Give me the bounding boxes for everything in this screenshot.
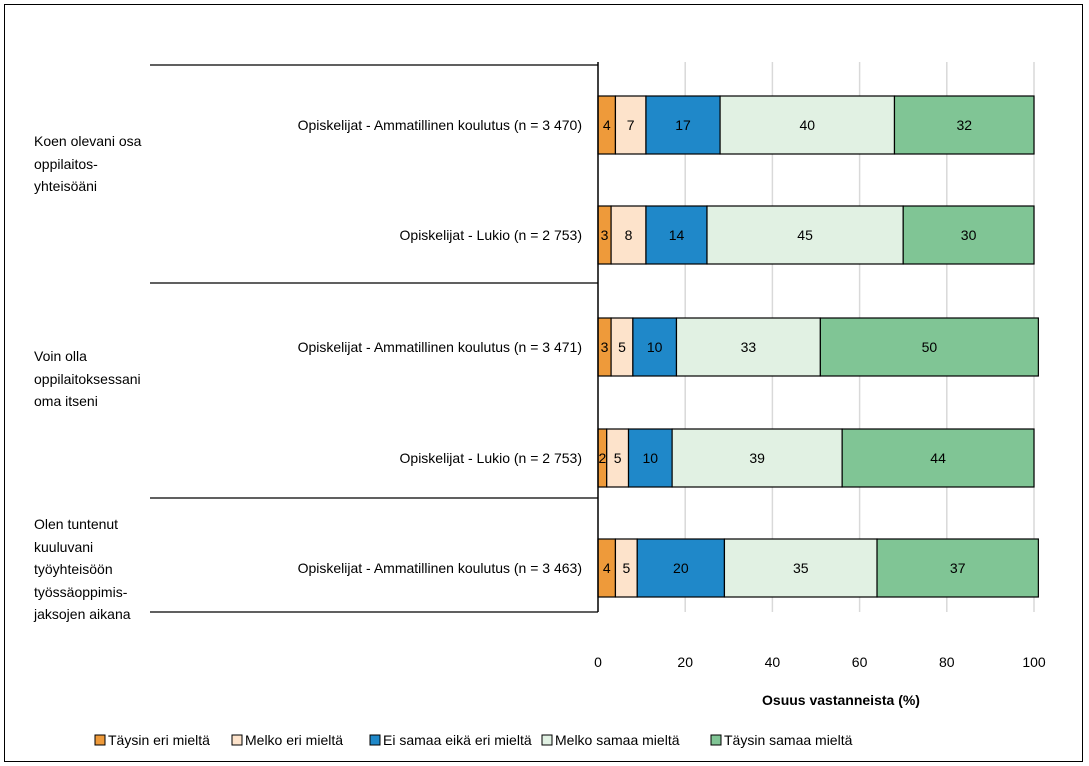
segment-value-label: 37	[950, 560, 966, 576]
segment-value-label: 5	[622, 560, 630, 576]
segment-value-label: 4	[603, 117, 611, 133]
segment-value-label: 3	[601, 227, 609, 243]
segment-value-label: 3	[601, 339, 609, 355]
group-label-line: Koen olevani osa	[34, 133, 142, 149]
legend-label: Täysin samaa mieltä	[724, 732, 853, 748]
x-tick-label: 40	[765, 654, 781, 670]
segment-value-label: 45	[797, 227, 813, 243]
group-label-line: oma itseni	[34, 393, 98, 409]
bar-segment	[627, 428, 673, 488]
legend-swatch	[369, 734, 381, 746]
segment-value-label: 39	[749, 450, 765, 466]
segment-value-label: 2	[598, 450, 606, 466]
group-label-line: jaksojen aikana	[33, 606, 131, 622]
segment-value-label: 4	[603, 560, 611, 576]
segment-value-label: 7	[627, 117, 635, 133]
group-label-line: työssäoppimis-	[34, 584, 128, 600]
segment-value-label: 40	[799, 117, 815, 133]
group-label-line: Voin olla	[34, 348, 87, 364]
segment-value-label: 10	[647, 339, 663, 355]
x-tick-label: 100	[1022, 654, 1046, 670]
group-label-line: oppilaitos-	[34, 156, 98, 172]
bar-segment	[719, 95, 896, 155]
segment-value-label: 44	[930, 450, 946, 466]
legend-label: Täysin eri mieltä	[108, 732, 210, 748]
bar-category-label: Opiskelijat - Lukio (n = 2 753)	[400, 450, 582, 466]
group-label-line: työyhteisöön	[34, 561, 113, 577]
bar-segment	[876, 538, 1039, 598]
x-tick-label: 0	[594, 654, 602, 670]
legend-swatch	[231, 734, 243, 746]
segment-value-label: 33	[741, 339, 757, 355]
x-tick-label: 20	[677, 654, 693, 670]
bar-segment	[614, 95, 647, 155]
bar-segment	[819, 317, 1039, 377]
legend-swatch	[710, 734, 722, 746]
bar-segment	[645, 205, 708, 265]
segment-value-label: 35	[793, 560, 809, 576]
bar-segment	[671, 428, 843, 488]
bar-segment	[636, 538, 726, 598]
bar-segment	[902, 205, 1035, 265]
chart-frame	[4, 4, 1083, 762]
group-label-line: kuuluvani	[34, 539, 93, 555]
x-tick-label: 80	[939, 654, 955, 670]
x-tick-label: 60	[852, 654, 868, 670]
legend-label: Melko samaa mieltä	[555, 732, 680, 748]
bar-category-label: Opiskelijat - Ammatillinen koulutus (n =…	[298, 117, 582, 133]
bar-category-label: Opiskelijat - Ammatillinen koulutus (n =…	[298, 339, 582, 355]
x-axis-title: Osuus vastanneista (%)	[762, 692, 920, 708]
segment-value-label: 32	[956, 117, 972, 133]
bar-segment	[632, 317, 678, 377]
bar-segment	[893, 95, 1035, 155]
group-label-line: Olen tuntenut	[34, 516, 118, 532]
bar-segment	[841, 428, 1035, 488]
segment-value-label: 17	[675, 117, 691, 133]
legend-label: Melko eri mieltä	[245, 732, 343, 748]
legend-label: Ei samaa eikä eri mieltä	[383, 732, 532, 748]
group-label-line: oppilaitoksessani	[34, 371, 141, 387]
group-label-line: yhteisöäni	[34, 178, 97, 194]
bar-segment	[610, 205, 647, 265]
bar-category-label: Opiskelijat - Lukio (n = 2 753)	[400, 227, 582, 243]
segment-value-label: 50	[922, 339, 938, 355]
legend-swatch	[541, 734, 553, 746]
segment-value-label: 5	[614, 450, 622, 466]
legend-swatch	[94, 734, 106, 746]
segment-value-label: 8	[625, 227, 633, 243]
bar-segment	[645, 95, 721, 155]
segment-value-label: 5	[618, 339, 626, 355]
segment-value-label: 14	[669, 227, 685, 243]
segment-value-label: 30	[961, 227, 977, 243]
bar-category-label: Opiskelijat - Ammatillinen koulutus (n =…	[298, 560, 582, 576]
segment-value-label: 20	[673, 560, 689, 576]
bar-segment	[723, 538, 878, 598]
segment-value-label: 10	[643, 450, 659, 466]
